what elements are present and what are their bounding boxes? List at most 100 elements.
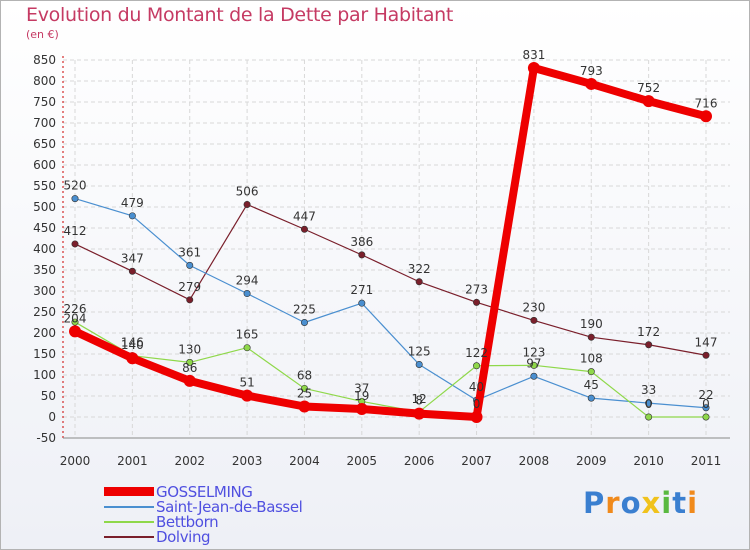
data-point-dolving (530, 316, 538, 324)
data-label-bettborn: 37 (354, 381, 369, 395)
data-label-gosselming: 204 (64, 311, 87, 325)
data-label-gosselming: 8 (415, 394, 423, 408)
data-point-dolving (415, 278, 423, 286)
x-tick-label: 2008 (519, 454, 550, 468)
data-label-saint-jean-de-bassel: 479 (121, 196, 144, 210)
data-label-gosselming: 793 (580, 64, 603, 78)
data-point-bettborn (645, 413, 653, 421)
data-label-saint-jean-de-bassel: 294 (236, 274, 259, 288)
logo-letter: o (620, 486, 642, 520)
data-label-gosselming: 716 (695, 96, 718, 110)
y-tick-label: 700 (33, 116, 56, 130)
data-point-bettborn (186, 358, 194, 366)
data-point-saint-jean-de-bassel (530, 372, 538, 380)
data-point-gosselming (413, 407, 426, 420)
data-label-saint-jean-de-bassel: 22 (698, 388, 713, 402)
data-point-gosselming (183, 374, 196, 387)
y-tick-label: 0 (48, 410, 56, 424)
x-tick-label: 2011 (691, 454, 722, 468)
x-tick-label: 2005 (347, 454, 378, 468)
data-label-saint-jean-de-bassel: 125 (408, 345, 431, 359)
data-label-bettborn: 108 (580, 352, 603, 366)
legend-label: GOSSELMING (156, 483, 253, 501)
legend-label: Bettborn (156, 513, 219, 531)
series-line-gosselming (71, 63, 710, 421)
chart-subtitle: (en €) (26, 28, 59, 41)
data-point-dolving (358, 251, 366, 259)
y-tick-label: 300 (33, 284, 56, 298)
data-label-saint-jean-de-bassel: 225 (293, 303, 316, 317)
logo-letter: r (605, 486, 621, 520)
series-lines (69, 61, 712, 423)
data-label-saint-jean-de-bassel: 40 (469, 380, 484, 394)
legend-swatch-gosselming (104, 487, 154, 496)
data-label-bettborn: 123 (522, 345, 545, 359)
data-point-gosselming (126, 352, 139, 365)
data-label-gosselming: 51 (239, 376, 254, 390)
data-label-saint-jean-de-bassel: 271 (350, 283, 373, 297)
data-point-bettborn (300, 384, 308, 392)
y-tick-label: 650 (33, 137, 56, 151)
legend-label: Dolving (156, 528, 211, 546)
data-labels: 4123472795064473863222732301901721475204… (64, 48, 718, 411)
data-label-gosselming: 19 (354, 389, 369, 403)
logo-letter: x (641, 486, 662, 520)
data-label-bettborn: 146 (121, 336, 144, 350)
data-label-bettborn: 12 (412, 392, 427, 406)
data-point-gosselming (69, 325, 81, 338)
data-point-dolving (645, 341, 653, 349)
y-tick-label: 400 (33, 242, 56, 256)
data-point-gosselming (642, 95, 655, 108)
x-tick-label: 2003 (232, 454, 263, 468)
data-point-saint-jean-de-bassel (415, 360, 423, 368)
data-label-dolving: 347 (121, 251, 144, 265)
data-point-dolving (587, 333, 595, 341)
data-label-dolving: 190 (580, 317, 603, 331)
data-point-dolving (186, 296, 194, 304)
data-point-saint-jean-de-bassel (702, 404, 710, 412)
data-label-dolving: 412 (64, 224, 87, 238)
data-label-bettborn: 0 (645, 397, 653, 411)
data-label-dolving: 506 (236, 184, 259, 198)
y-tick-label: 850 (33, 53, 56, 67)
data-point-dolving (702, 351, 710, 359)
data-point-saint-jean-de-bassel (186, 261, 194, 269)
data-label-dolving: 172 (637, 325, 660, 339)
data-label-saint-jean-de-bassel: 33 (641, 383, 656, 397)
legend-swatch-saint-jean-de-bassel (104, 506, 154, 508)
y-tick-label: 800 (33, 74, 56, 88)
y-tick-label: 750 (33, 95, 56, 109)
data-label-dolving: 386 (350, 235, 373, 249)
data-label-saint-jean-de-bassel: 45 (584, 378, 599, 392)
data-point-gosselming (527, 61, 540, 74)
data-label-saint-jean-de-bassel: 97 (526, 356, 541, 370)
data-label-bettborn: 0 (702, 397, 710, 411)
data-point-saint-jean-de-bassel (300, 318, 308, 326)
y-tick-label: 200 (33, 326, 56, 340)
data-point-gosselming (298, 400, 311, 413)
data-label-saint-jean-de-bassel: 361 (178, 245, 201, 259)
data-label-gosselming: 25 (297, 387, 312, 401)
data-point-dolving (71, 240, 79, 248)
data-point-gosselming (241, 389, 254, 402)
y-tick-label: 150 (33, 347, 56, 361)
data-point-bettborn (530, 361, 538, 369)
proxiti-logo: Proxiti (583, 486, 698, 520)
data-point-gosselming (470, 411, 483, 423)
x-tick-label: 2004 (289, 454, 320, 468)
data-point-bettborn (587, 368, 595, 376)
series-line-bettborn (74, 321, 707, 418)
legend-swatch-dolving (104, 536, 154, 538)
y-tick-label: 350 (33, 263, 56, 277)
y-tick-label: 600 (33, 158, 56, 172)
data-label-gosselming: 831 (522, 48, 545, 62)
legend-swatch-bettborn (104, 521, 154, 523)
data-label-gosselming: 0 (473, 397, 481, 411)
y-tick-label: 50 (41, 389, 56, 403)
data-point-bettborn (473, 362, 481, 370)
series-line-saint-jean-de-bassel (74, 198, 707, 409)
chart-title: Evolution du Montant de la Dette par Hab… (26, 4, 454, 26)
data-point-bettborn (702, 413, 710, 421)
data-point-dolving (243, 200, 251, 208)
x-tick-label: 2010 (633, 454, 664, 468)
